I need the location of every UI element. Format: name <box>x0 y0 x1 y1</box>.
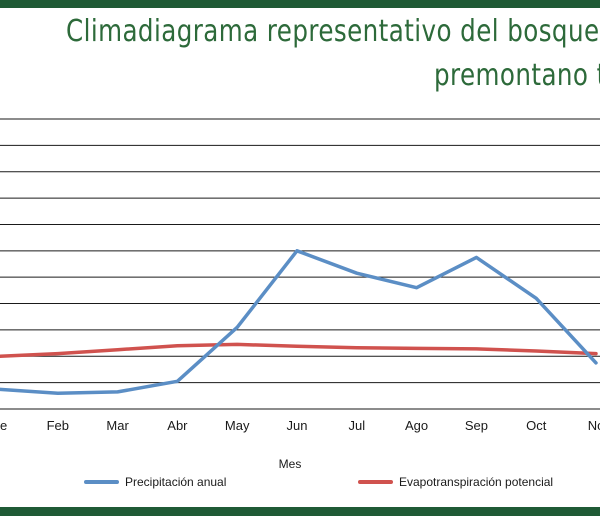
legend-item-evapotranspiration: Evapotranspiración potencial <box>358 474 553 490</box>
series-line-precipitation <box>0 249 598 395</box>
x-tick-label: e <box>0 418 7 433</box>
x-tick-label: Jun <box>287 418 308 433</box>
legend-item-precipitation: Precipitación anual <box>84 474 226 490</box>
legend-label-evapotranspiration: Evapotranspiración potencial <box>399 475 554 489</box>
x-tick-label: May <box>225 418 250 433</box>
gridlines <box>0 118 600 410</box>
x-tick-label: Ago <box>405 418 428 433</box>
legend-swatch-evapotranspiration <box>358 480 393 484</box>
legend-swatch-precipitation <box>84 480 119 484</box>
chart-title: Climadiagrama representativo del bosque … <box>66 14 600 49</box>
top-border-band <box>0 0 600 8</box>
bottom-border-band <box>0 507 600 516</box>
chart-title-continued: premontano t <box>434 58 600 93</box>
x-tick-label: Feb <box>47 418 69 433</box>
x-tick-label: Jul <box>348 418 365 433</box>
legend-label-precipitation: Precipitación anual <box>125 475 227 489</box>
x-tick-label: Oct <box>526 418 547 433</box>
x-tick-labels: e Feb Mar Abr May Jun Jul Ago Sep Oct No <box>0 418 600 433</box>
x-tick-label: Abr <box>167 418 188 433</box>
series-lines <box>0 249 598 395</box>
x-tick-label: No <box>588 418 600 433</box>
x-axis-label: Mes <box>278 457 302 471</box>
x-tick-label: Mar <box>106 418 129 433</box>
series-line-evapotranspiration <box>0 342 598 358</box>
x-tick-label: Sep <box>465 418 488 433</box>
